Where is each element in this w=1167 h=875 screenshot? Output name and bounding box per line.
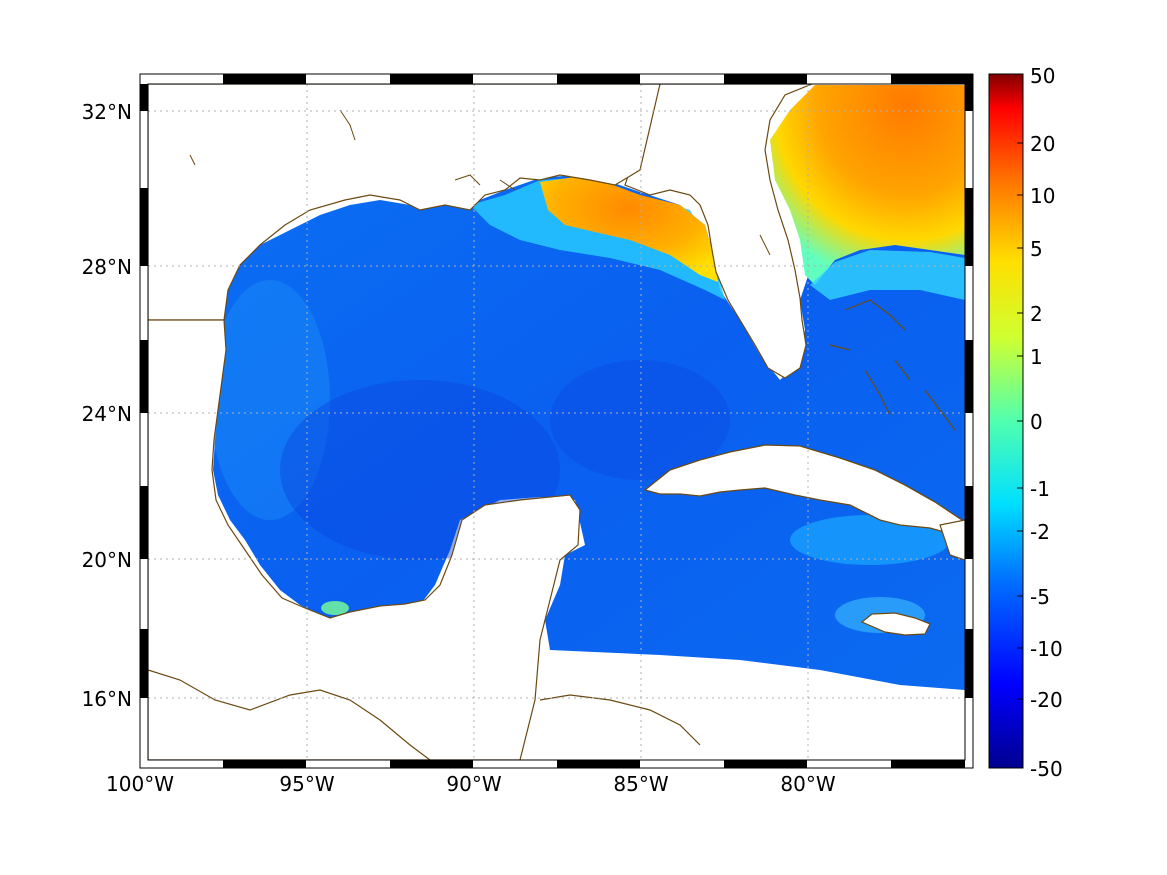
frame-left-segments bbox=[140, 84, 148, 698]
lat-tick-label: 16°N bbox=[82, 687, 132, 711]
map-area: 100°W 95°W 90°W 85°W 80°W 16°N 20°N 24°N… bbox=[82, 73, 974, 796]
colorbar-tick-label: -1 bbox=[1030, 477, 1050, 501]
caribbean-light-patch bbox=[790, 515, 950, 565]
colorbar: 50 20 10 5 2 1 0 -1 -2 -5 -10 -20 -50 bbox=[988, 64, 1063, 781]
bay-of-campeche-spot bbox=[321, 601, 349, 615]
map-frame bbox=[139, 73, 974, 769]
frame-right-segments bbox=[965, 84, 973, 698]
lon-tick-labels: 100°W 95°W 90°W 85°W 80°W bbox=[106, 772, 836, 796]
lat-tick-label: 24°N bbox=[82, 402, 132, 426]
colorbar-ticks bbox=[1017, 142, 1023, 700]
frame-inner bbox=[147, 83, 966, 761]
lon-tick-label: 80°W bbox=[780, 772, 835, 796]
lon-tick-label: 100°W bbox=[106, 772, 174, 796]
central-america-coast bbox=[148, 669, 701, 760]
frame-bottom-segments bbox=[223, 760, 965, 768]
mexico-west-land bbox=[148, 319, 581, 760]
panhandle-plume bbox=[540, 177, 718, 282]
western-gulf-shade bbox=[210, 280, 330, 520]
ocean-field bbox=[213, 175, 965, 690]
colorbar-tick-label: 0 bbox=[1030, 410, 1043, 434]
lat-tick-labels: 16°N 20°N 24°N 28°N 32°N bbox=[82, 100, 132, 711]
atlantic-warm-region bbox=[770, 85, 965, 285]
lat-tick-label: 32°N bbox=[82, 100, 132, 124]
lon-tick-label: 90°W bbox=[446, 772, 501, 796]
frame-top-segments bbox=[223, 74, 973, 84]
cuba-outline bbox=[643, 444, 963, 536]
colorbar-tick-label: 10 bbox=[1030, 184, 1055, 208]
colorbar-tick-label: -50 bbox=[1030, 757, 1063, 781]
lon-tick-label: 95°W bbox=[279, 772, 334, 796]
us-gulf-coast-land bbox=[148, 84, 661, 321]
bahamas-outline bbox=[829, 299, 956, 431]
colorbar-tick-label: 50 bbox=[1030, 64, 1055, 88]
colorbar-tick-label: 5 bbox=[1030, 237, 1043, 261]
jamaica-outline bbox=[860, 612, 931, 636]
hispaniola-outline bbox=[939, 519, 965, 561]
colorbar-tick-label: -10 bbox=[1030, 637, 1063, 661]
lon-tick-label: 85°W bbox=[613, 772, 668, 796]
lat-tick-label: 28°N bbox=[82, 255, 132, 279]
graticule bbox=[148, 84, 965, 760]
colorbar-tick-label: 1 bbox=[1030, 345, 1043, 369]
colorbar-tick-label: 2 bbox=[1030, 302, 1043, 326]
inland-coastline bbox=[189, 109, 771, 256]
frame-outline bbox=[139, 73, 974, 769]
lat-tick-label: 20°N bbox=[82, 548, 132, 572]
colorbar-tick-label: 20 bbox=[1030, 132, 1055, 156]
colorbar-tick-label: -2 bbox=[1030, 520, 1050, 544]
colorbar-tick-label: -5 bbox=[1030, 585, 1050, 609]
atlantic-cyan-band bbox=[810, 250, 965, 300]
southeast-gulf-shade bbox=[550, 360, 730, 480]
colorbar-tick-label: -20 bbox=[1030, 688, 1063, 712]
colorbar-tick-labels: 50 20 10 5 2 1 0 -1 -2 -5 -10 -20 -50 bbox=[1030, 64, 1063, 781]
